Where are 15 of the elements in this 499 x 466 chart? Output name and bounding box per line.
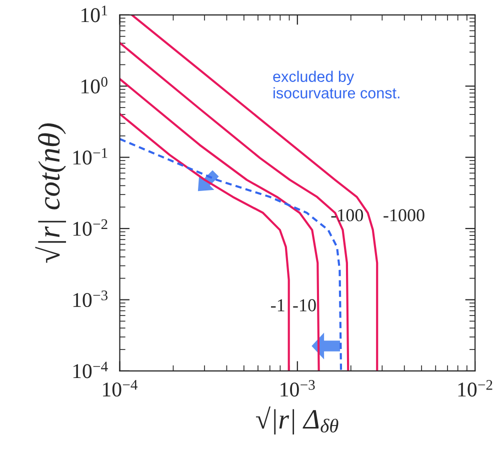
x-tick-label: 10$^{−2}$: [458, 380, 492, 397]
y-axis-title: √|r| cot(nθ): [35, 123, 66, 263]
y-tick-label: 10$^{0}$: [82, 76, 108, 94]
x-tick-label: 10$^{−4}$: [103, 380, 138, 397]
annotation: -1: [271, 299, 284, 312]
y-tick-label: 10$^{−2}$: [73, 219, 108, 236]
annotation: -1000: [384, 209, 424, 222]
y-tick-label: 10$^{−3}$: [73, 290, 108, 308]
annotation: -10: [293, 299, 316, 312]
annotation: excluded by isocurvature const.: [273, 70, 400, 98]
y-tick-label: 10$^{−4}$: [73, 362, 108, 378]
y-tick-label: 10$^{−1}$: [73, 148, 108, 165]
y-tick-label: 10$^{1}$: [82, 6, 108, 22]
x-axis-title: √|r| Δ$_{δθ}$: [256, 406, 338, 434]
x-tick-label: 10$^{−3}$: [280, 380, 315, 397]
